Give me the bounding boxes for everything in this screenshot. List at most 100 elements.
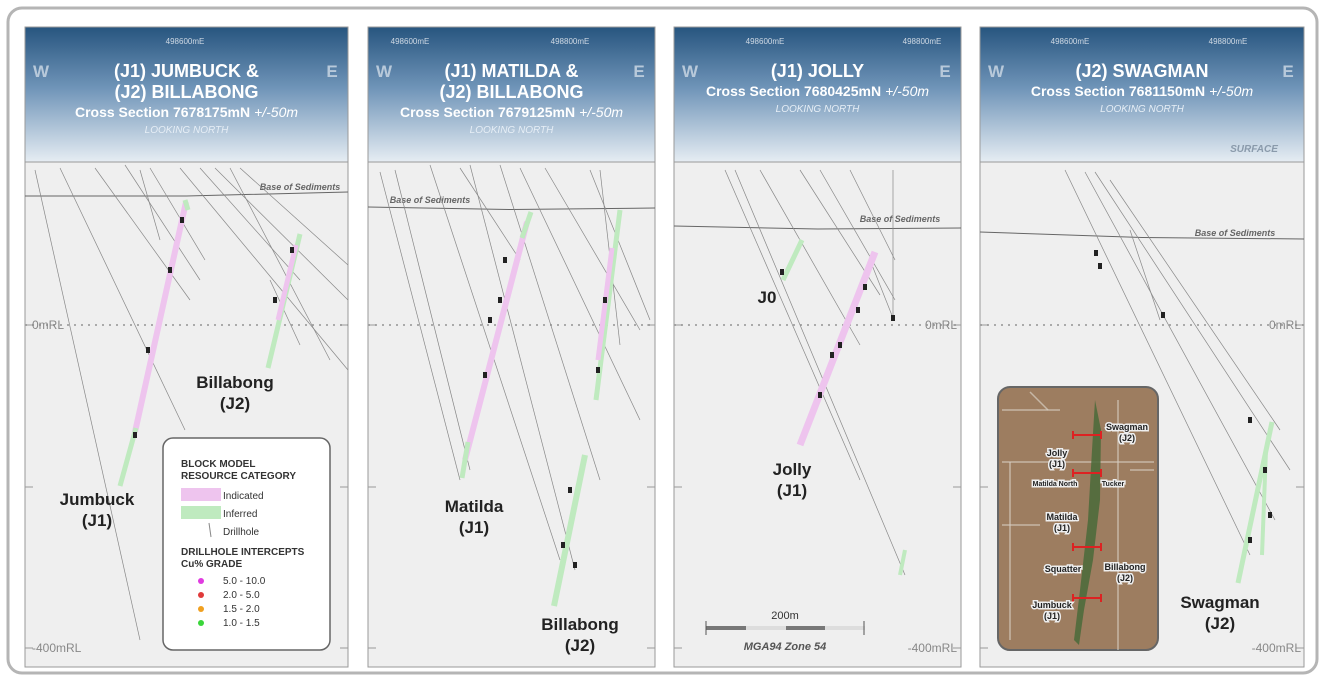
scale-bar: 200m MGA94 Zone 54: [705, 610, 865, 653]
drillhole: [589, 169, 651, 321]
rl-label: -400mRL: [32, 641, 82, 655]
base-label: Base of Sediments: [390, 195, 471, 205]
drillhole: [1129, 229, 1161, 321]
deposit-label: (J2): [565, 636, 595, 655]
intercept: [780, 269, 784, 275]
east: E: [1282, 62, 1293, 81]
intercept: [568, 487, 572, 493]
deposit-label: Jumbuck: [60, 490, 135, 509]
drillhole: [1094, 171, 1291, 471]
intercept: [180, 217, 184, 223]
drillhole: [459, 167, 521, 261]
west: W: [33, 62, 50, 81]
legend-line: [208, 522, 212, 538]
drillhole: [1084, 171, 1276, 521]
title: (J2) BILLABONG: [440, 82, 584, 102]
deposit-label: (J2): [1205, 614, 1235, 633]
base-of-sediments: [367, 206, 656, 211]
orebody: [519, 211, 534, 239]
drillhole: [199, 167, 301, 281]
intercept: [863, 284, 867, 290]
tolerance: +/-50m: [579, 104, 623, 120]
deposit-label: Billabong: [196, 373, 273, 392]
legend-label: Inferred: [223, 509, 257, 520]
deposit-label: Billabong: [541, 615, 618, 634]
title: (J2) SWAGMAN: [1075, 61, 1208, 81]
scale-bar-seg: [746, 626, 786, 630]
easting: 498600mE: [1051, 37, 1090, 46]
west: W: [682, 62, 699, 81]
easting: 498600mE: [746, 37, 785, 46]
drillhole: [469, 164, 576, 571]
intercept: [891, 315, 895, 321]
orebody: [1235, 421, 1275, 584]
inset-label: Billabong: [1105, 562, 1146, 572]
panel-header: [979, 26, 1305, 163]
intercept: [133, 432, 137, 438]
panel-body: [673, 161, 962, 668]
section: Cross Section 7678175mN: [75, 104, 250, 120]
orebody: [459, 441, 471, 479]
tolerance: +/-50m: [254, 104, 298, 120]
section-line: Cross Section 7681150mN +/-50m: [1031, 83, 1254, 99]
legend-title: RESOURCE CATEGORY: [181, 471, 296, 482]
intercept: [818, 392, 822, 398]
inset-label: Tucker: [1102, 481, 1125, 488]
grade-label: 1.0 - 1.5: [223, 618, 260, 629]
title: (J1) JUMBUCK &: [114, 61, 259, 81]
drillhole: [869, 259, 894, 319]
deposit-label: (J2): [220, 394, 250, 413]
section: Cross Section 7681150mN: [1031, 83, 1205, 99]
title: (J2) BILLABONG: [115, 82, 259, 102]
deposit-label: Matilda: [445, 497, 504, 516]
intercept: [1248, 537, 1252, 543]
orebody: [551, 454, 588, 607]
drillhole: [229, 167, 331, 361]
title: (J1) JOLLY: [771, 61, 864, 81]
drillhole: [1064, 169, 1251, 556]
base-label: Base of Sediments: [860, 214, 941, 224]
inset-map: Swagman(J2)Jolly(J1)Matilda North TuckerM…: [997, 386, 1159, 651]
base-label: Base of Sediments: [260, 182, 341, 192]
orebody: [275, 244, 299, 321]
drillhole: [849, 169, 896, 261]
intercept: [1098, 263, 1102, 269]
tolerance: +/-50m: [885, 83, 929, 99]
drillhole: [139, 169, 161, 241]
legend-title: DRILLHOLE INTERCEPTS: [181, 547, 305, 558]
surface: SURFACE: [1230, 144, 1278, 155]
legend-label: Drillhole: [223, 527, 260, 538]
legend-label: Indicated: [223, 491, 264, 502]
drillhole: [394, 169, 471, 471]
title: (J1) MATILDA &: [445, 61, 579, 81]
section-panel: Base of Sediments 498600mE 498800mE W E (J1) …: [673, 26, 962, 668]
section-line: Cross Section 7678175mN +/-50m: [75, 104, 298, 120]
panel-header: [367, 26, 656, 163]
easting: 498600mE: [166, 37, 205, 46]
grade-label: 5.0 - 10.0: [223, 576, 266, 587]
intercept: [573, 562, 577, 568]
easting: 498800mE: [551, 37, 590, 46]
looking: LOOKING NORTH: [470, 125, 554, 136]
easting: 498800mE: [903, 37, 942, 46]
deposit-label: Swagman: [1180, 593, 1259, 612]
intercept: [1248, 417, 1252, 423]
orebody: [780, 238, 805, 282]
intercept: [596, 367, 600, 373]
base-of-sediments: [25, 191, 349, 197]
looking: LOOKING NORTH: [145, 125, 229, 136]
drillhole: [724, 169, 861, 481]
orebody: [462, 221, 530, 461]
intercept: [488, 317, 492, 323]
deposit-label: J0: [758, 288, 777, 307]
intercept: [561, 542, 565, 548]
easting: 498800mE: [1209, 37, 1248, 46]
looking: LOOKING NORTH: [776, 104, 860, 115]
rl-label: -400mRL: [908, 641, 958, 655]
rl-label: -400mRL: [1252, 641, 1302, 655]
ore-trend: [1074, 400, 1101, 645]
section: Cross Section 7680425mN: [706, 83, 881, 99]
intercept: [168, 267, 172, 273]
panel-header: [24, 26, 349, 163]
